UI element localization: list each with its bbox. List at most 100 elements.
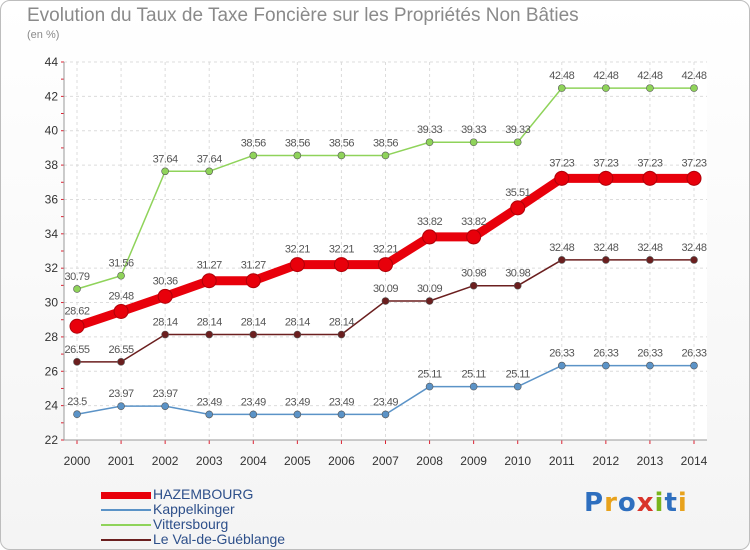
data-label-le-val-de-gu-blange: 32.48 (593, 242, 618, 254)
logo-letter: i (654, 488, 665, 518)
data-point-vittersbourg (381, 151, 390, 160)
x-tick-label: 2014 (681, 454, 708, 468)
data-point-kappelkinger (117, 402, 125, 410)
data-point-hazembourg (333, 257, 349, 273)
data-label-le-val-de-gu-blange: 32.48 (681, 242, 706, 254)
data-label-le-val-de-gu-blange: 28.14 (153, 317, 178, 329)
data-label-vittersbourg: 38.56 (373, 137, 398, 149)
data-label-vittersbourg: 39.33 (505, 124, 530, 136)
data-point-hazembourg (466, 229, 482, 245)
logo-letter: i (677, 488, 688, 518)
data-label-hazembourg: 35.51 (505, 187, 530, 199)
data-label-le-val-de-gu-blange: 28.14 (329, 317, 354, 329)
data-label-kappelkinger: 23.97 (153, 388, 178, 400)
data-label-hazembourg: 31.27 (197, 260, 222, 272)
data-point-vittersbourg (73, 285, 81, 293)
data-point-hazembourg (289, 257, 305, 273)
data-label-vittersbourg: 42.48 (681, 70, 706, 82)
data-label-vittersbourg: 38.56 (329, 137, 354, 149)
y-tick-label: 40 (45, 124, 59, 138)
data-point-hazembourg (554, 170, 570, 186)
data-label-vittersbourg: 38.56 (241, 137, 266, 149)
data-label-hazembourg: 37.23 (593, 157, 618, 169)
data-label-vittersbourg: 39.33 (417, 124, 442, 136)
data-point-kappelkinger (557, 361, 566, 370)
data-label-hazembourg: 28.62 (64, 305, 89, 317)
x-tick-label: 2004 (240, 454, 267, 468)
data-label-kappelkinger: 23.97 (109, 388, 134, 400)
data-point-le-val-de-gu-blange (117, 358, 125, 366)
data-point-hazembourg (201, 273, 217, 289)
data-point-hazembourg (598, 170, 614, 186)
data-label-hazembourg: 33.82 (417, 216, 442, 228)
data-point-vittersbourg (249, 151, 258, 160)
data-point-kappelkinger (205, 410, 214, 419)
data-point-le-val-de-gu-blange (381, 297, 390, 305)
y-tick-label: 24 (45, 399, 59, 413)
data-point-hazembourg (642, 170, 658, 186)
data-label-kappelkinger: 23.49 (329, 396, 354, 408)
data-point-le-val-de-gu-blange (557, 256, 566, 264)
legend-swatch (101, 491, 151, 499)
data-point-vittersbourg (161, 167, 169, 176)
data-point-le-val-de-gu-blange (690, 256, 698, 264)
data-point-le-val-de-gu-blange (293, 330, 302, 339)
data-label-vittersbourg: 42.48 (593, 70, 618, 82)
data-label-le-val-de-gu-blange: 30.98 (505, 268, 530, 280)
data-label-kappelkinger: 26.33 (637, 348, 662, 360)
logo-letter: o (617, 488, 637, 518)
data-label-kappelkinger: 23.5 (67, 396, 87, 408)
data-point-kappelkinger (690, 361, 698, 370)
legend-swatch (101, 539, 151, 541)
data-label-hazembourg: 32.21 (373, 244, 398, 256)
x-tick-label: 2011 (549, 454, 575, 468)
data-point-le-val-de-gu-blange (337, 330, 346, 339)
data-point-le-val-de-gu-blange (602, 256, 610, 264)
data-point-vittersbourg (602, 84, 610, 92)
data-point-kappelkinger (73, 410, 81, 419)
legend-label: Kappelkinger (153, 501, 235, 517)
x-tick-label: 2000 (64, 454, 91, 468)
data-label-hazembourg: 32.21 (329, 244, 354, 256)
data-point-vittersbourg (557, 84, 566, 92)
data-point-hazembourg (378, 257, 393, 273)
data-point-kappelkinger (337, 410, 346, 419)
x-tick-label: 2012 (593, 454, 620, 468)
legend-swatch (101, 509, 151, 511)
data-label-vittersbourg: 42.48 (637, 70, 662, 82)
data-point-vittersbourg (293, 151, 302, 160)
data-point-vittersbourg (425, 138, 434, 147)
data-point-le-val-de-gu-blange (646, 256, 654, 264)
data-point-le-val-de-gu-blange (205, 330, 214, 339)
data-label-vittersbourg: 31.56 (109, 258, 134, 270)
x-tick-label: 2008 (416, 454, 443, 468)
x-tick-label: 2009 (460, 454, 487, 468)
y-tick-label: 32 (45, 261, 59, 275)
data-point-hazembourg (245, 273, 261, 289)
y-tick-label: 28 (45, 330, 59, 344)
data-label-vittersbourg: 39.33 (461, 124, 486, 136)
data-point-le-val-de-gu-blange (425, 297, 434, 305)
data-point-le-val-de-gu-blange (513, 281, 522, 290)
data-point-vittersbourg (205, 167, 214, 176)
x-tick-label: 2013 (637, 454, 664, 468)
data-label-le-val-de-gu-blange: 26.55 (64, 344, 89, 356)
legend-swatch (101, 524, 151, 526)
y-tick-label: 22 (45, 433, 59, 447)
legend-label: HAZEMBOURG (153, 486, 254, 502)
legend-label: Vittersbourg (153, 516, 229, 532)
data-label-le-val-de-gu-blange: 30.98 (461, 268, 486, 280)
data-point-kappelkinger (469, 382, 478, 391)
data-point-vittersbourg (469, 138, 478, 147)
data-label-kappelkinger: 23.49 (373, 396, 398, 408)
data-label-kappelkinger: 23.49 (241, 396, 266, 408)
chart-title: Evolution du Taux de Taxe Foncière sur l… (27, 5, 579, 26)
data-label-vittersbourg: 38.56 (285, 137, 310, 149)
data-point-kappelkinger (381, 410, 390, 419)
y-tick-label: 44 (45, 55, 59, 69)
data-point-hazembourg (686, 170, 702, 186)
chart-unit: (en %) (27, 29, 60, 41)
data-point-kappelkinger (293, 410, 302, 419)
x-tick-label: 2001 (108, 454, 135, 468)
data-point-hazembourg (157, 288, 173, 304)
